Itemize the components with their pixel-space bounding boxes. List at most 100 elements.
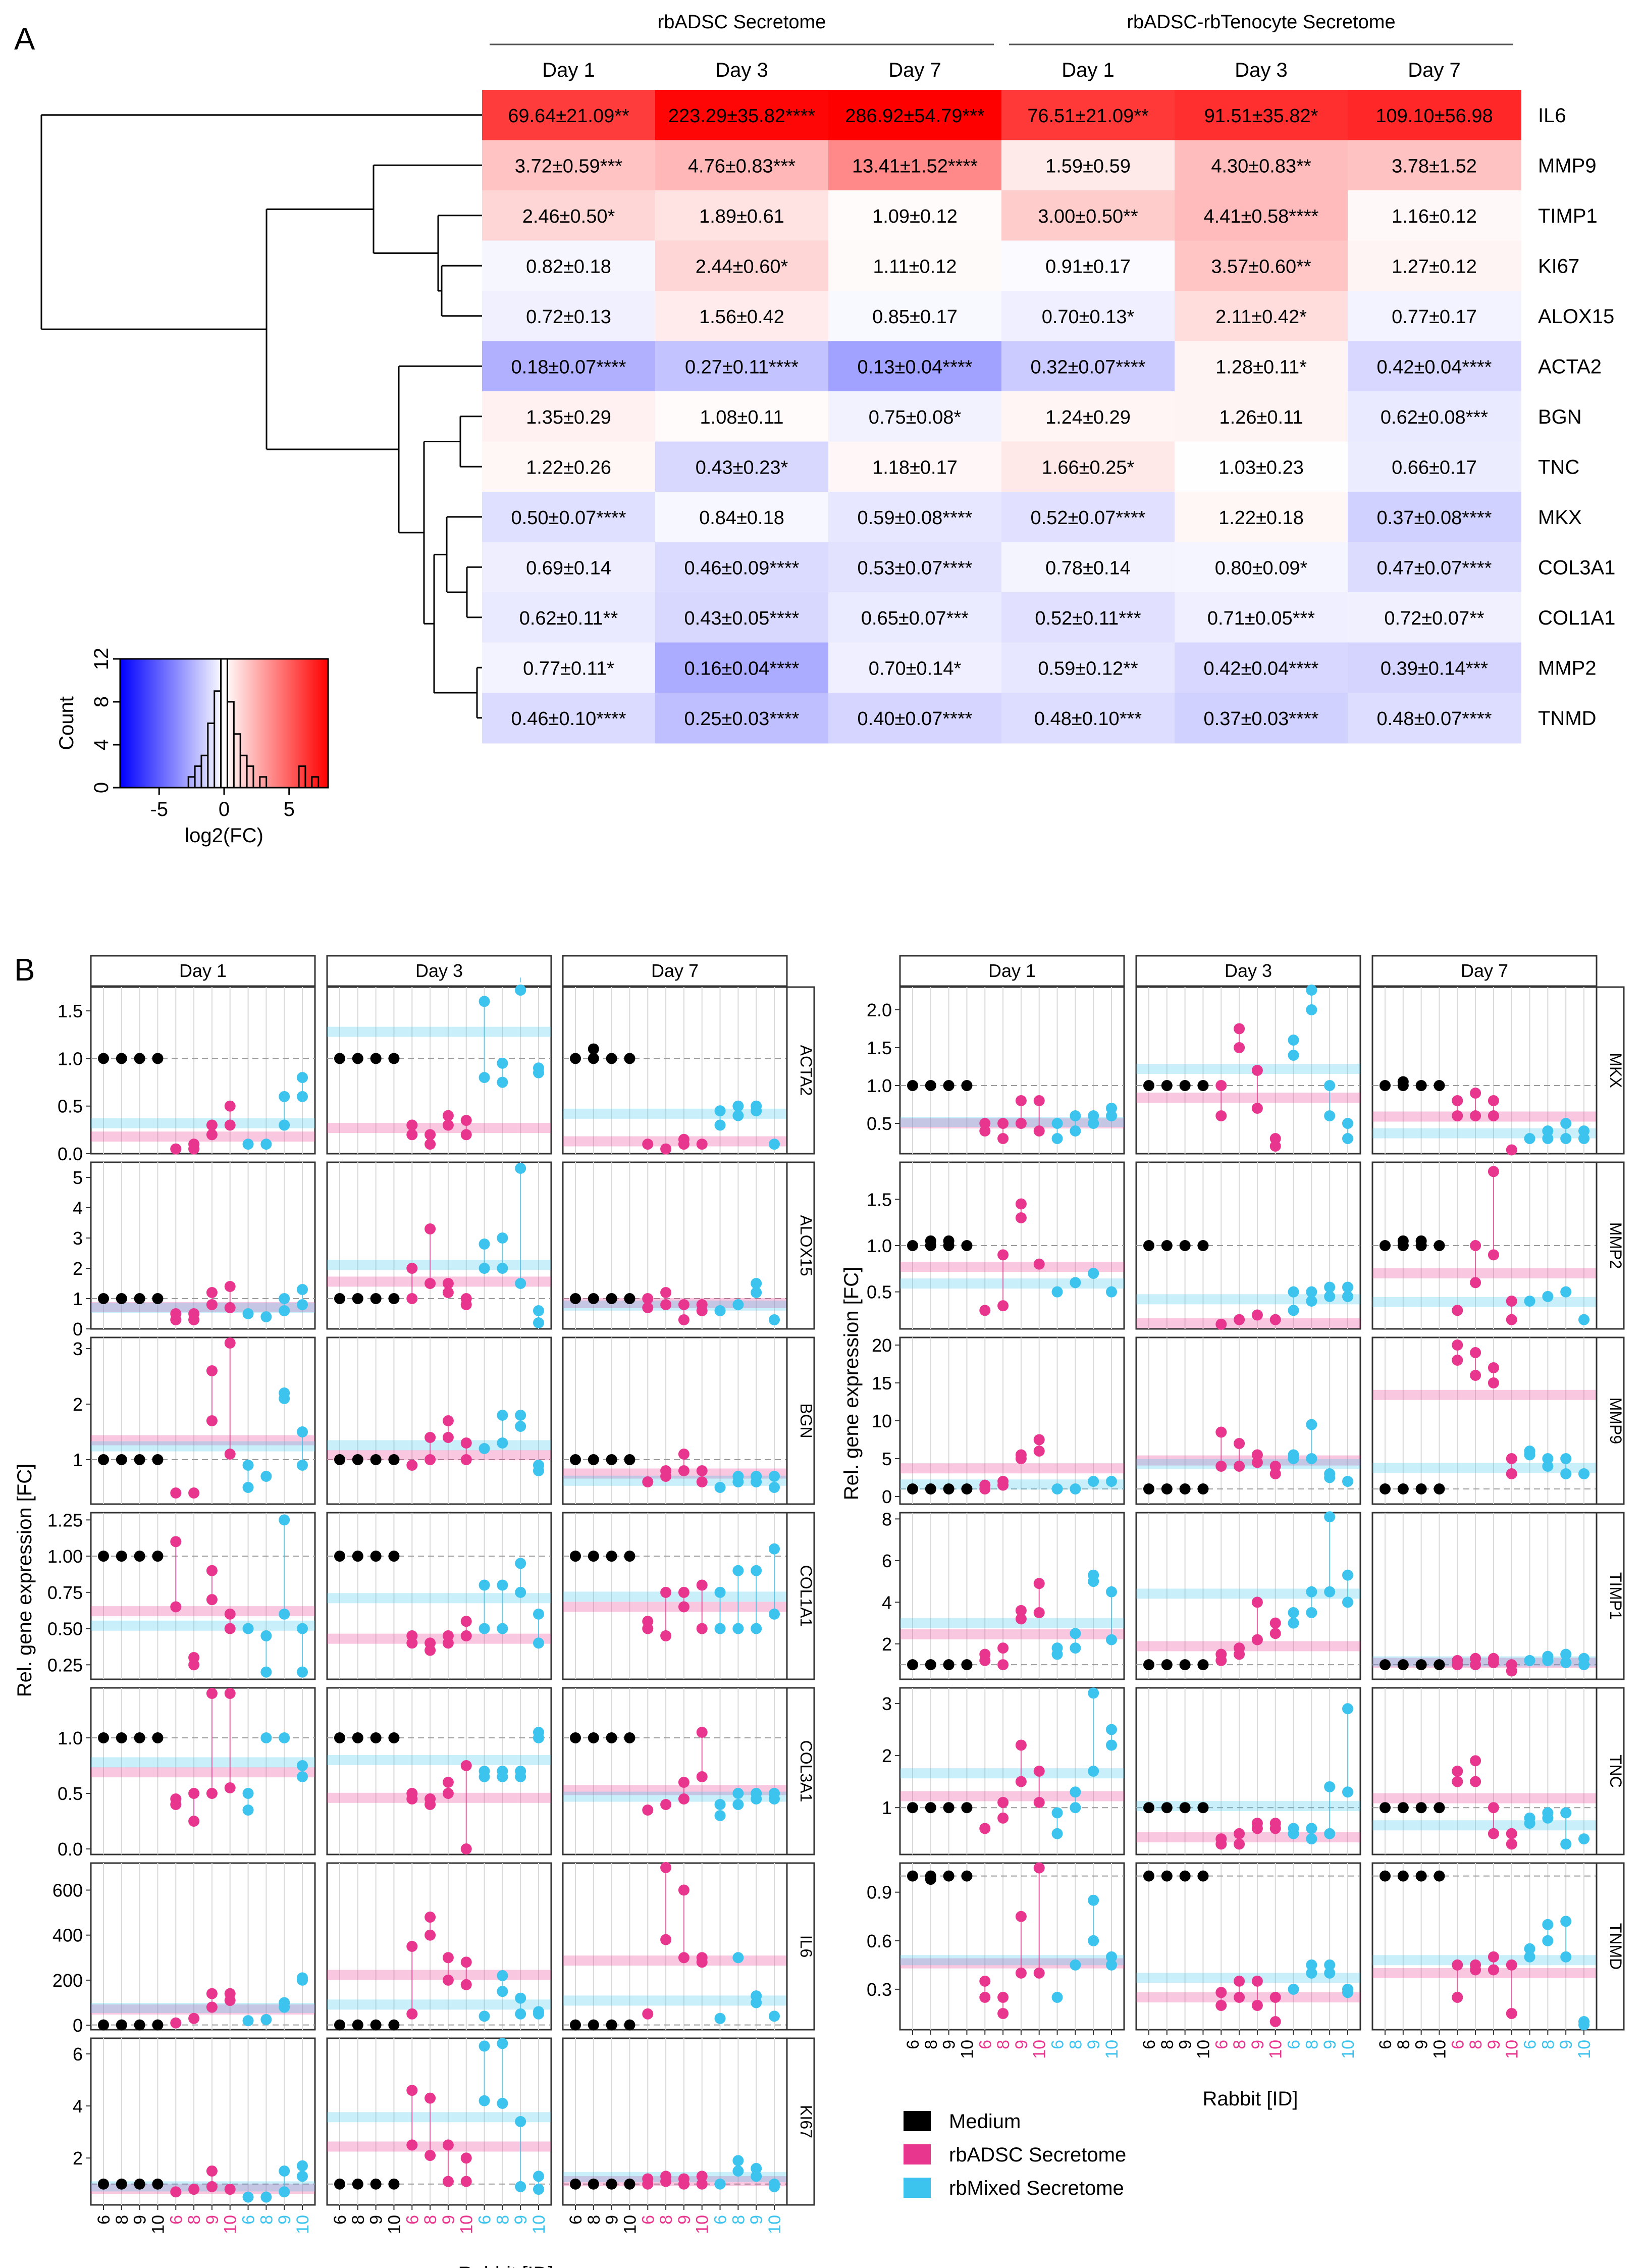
y-tick-label-left-acta2-day-1-2: 0.5: [58, 1096, 83, 1117]
point-left-alox15-day-7-8-2: [696, 1299, 708, 1310]
mean-band-left-acta2-day-3-rbmixed: [327, 1026, 551, 1037]
point-left-bgn-day-7-8-2: [696, 1465, 708, 1476]
heatmap-cell-mmp2-3: [828, 642, 1002, 693]
point-right-mmp2-day-1-7-2: [1015, 1198, 1027, 1210]
point-right-tnmd-day-1-7-2: [1015, 1911, 1027, 1922]
point-right-mmp9-day-3-1-1: [1143, 1483, 1154, 1494]
point-left-bgn-day-3-3-1: [370, 1454, 382, 1465]
gene-strip-label-right-mmp9: MMP9: [1607, 1398, 1625, 1444]
point-left-bgn-day-7-7-1: [678, 1465, 690, 1476]
cell-value-col1a1-6: 0.72±0.07**: [1384, 608, 1484, 629]
x-tick-label-right-2-11: 9: [1320, 2040, 1340, 2049]
point-right-mmp2-day-3-12-1: [1342, 1291, 1353, 1302]
point-right-mkx-day-1-9-1: [1051, 1133, 1063, 1144]
point-right-tnc-day-1-11-1: [1088, 1766, 1099, 1777]
point-right-timp1-day-3-10-1: [1306, 1607, 1317, 1618]
facet-panel-left-alox15-day-7: [562, 1161, 788, 1330]
x-tick-label-left-1-6: 8: [185, 2215, 204, 2225]
heatmap-cell-mmp2-5: [1175, 642, 1348, 693]
point-left-acta2-day-1-1-1: [98, 1053, 109, 1064]
point-right-mmp9-day-3-11-2: [1324, 1468, 1336, 1479]
mean-band-left-ki67-day-3-rbadsc: [327, 2141, 551, 2152]
y-tick-label-left-acta2-day-1-4: 1.5: [58, 1001, 83, 1021]
point-right-tnmd-day-7-10-2: [1542, 1919, 1554, 1930]
point-left-il6-day-7-8-2: [696, 1952, 708, 1964]
point-left-col3a1-day-7-11-2: [751, 1788, 762, 1799]
facet-panel-right-tnmd-day-1: [899, 1862, 1125, 2031]
point-right-tnc-day-7-5-2: [1452, 1766, 1463, 1777]
point-right-tnmd-day-3-11-1: [1324, 1967, 1336, 1979]
point-right-mmp2-day-7-12-1: [1578, 1314, 1589, 1325]
left-strip-day-3: [326, 955, 552, 987]
point-right-tnmd-day-7-5-1: [1452, 1991, 1463, 2003]
point-left-il6-day-7-6-1: [660, 1934, 672, 1945]
heatmap-cell-ki67-1: [482, 240, 656, 291]
x-tick-label-left-1-2: 8: [113, 2215, 132, 2225]
heatmap-cell-mmp2-1: [482, 642, 656, 693]
heatmap-cell-timp1-1: [482, 190, 656, 241]
point-left-il6-day-1-4-1: [152, 2019, 164, 2031]
point-right-mmp2-day-7-2-2: [1397, 1235, 1409, 1247]
heatmap-cell-alox15-6: [1348, 291, 1521, 342]
y-tick-label-left-alox15-day-1-6: 5: [73, 1167, 83, 1188]
point-right-tnc-day-3-4-1: [1197, 1802, 1209, 1814]
point-right-mkx-day-3-9-1: [1288, 1050, 1299, 1061]
mean-band-left-alox15-day-7-rbadsc: [563, 1298, 787, 1308]
facet-panel-right-mmp9-day-7: [1371, 1336, 1598, 1505]
point-right-timp1-day-1-12-1: [1106, 1634, 1117, 1645]
point-right-tnc-day-7-9-2: [1524, 1812, 1535, 1824]
heatmap-cell-mmp9-1: [482, 140, 656, 191]
x-tick-label-right-3-6: 8: [1466, 2040, 1486, 2049]
point-left-bgn-day-1-4-1: [152, 1454, 164, 1465]
facet-panel-right-timp1-day-7: [1371, 1512, 1598, 1680]
point-left-col1a1-day-7-9-2: [714, 1586, 726, 1598]
point-left-alox15-day-7-9-1: [714, 1305, 726, 1316]
point-right-mmp2-day-7-4-1: [1434, 1240, 1445, 1251]
point-right-tnc-day-3-12-1: [1342, 1786, 1353, 1798]
mean-band-left-acta2-day-7-rbadsc: [563, 1136, 787, 1147]
point-left-ki67-day-1-9-1: [242, 2191, 254, 2203]
point-left-ki67-day-7-10-1: [732, 2165, 744, 2177]
y-tick-label-left-bgn-day-1-2: 2: [73, 1394, 83, 1415]
point-left-il6-day-7-9-1: [714, 2013, 726, 2024]
point-left-ki67-day-1-12-2: [297, 2160, 308, 2172]
cell-value-il6-1: 69.64±21.09**: [508, 106, 629, 127]
mean-band-left-ki67-day-7-rbmixed: [563, 2172, 787, 2182]
point-right-tnc-day-3-5-2: [1215, 1833, 1227, 1845]
point-left-col1a1-day-7-3-1: [606, 1551, 617, 1562]
point-left-col1a1-day-1-2-1: [116, 1551, 127, 1562]
mean-band-left-acta2-day-1-rbmixed: [91, 1118, 315, 1128]
point-left-bgn-day-1-12-1: [297, 1460, 308, 1471]
gene-strip-label-left-bgn: BGN: [797, 1403, 815, 1438]
cell-value-alox15-1: 0.72±0.13: [526, 306, 611, 328]
point-left-alox15-day-7-1-1: [570, 1293, 581, 1304]
point-right-mmp9-day-3-10-2: [1306, 1419, 1317, 1430]
point-right-mmp2-day-1-1-1: [907, 1240, 918, 1251]
row-label-mkx: MKX: [1538, 506, 1582, 529]
point-right-mmp2-day-7-8-2: [1506, 1296, 1517, 1307]
point-left-bgn-day-3-7-1: [442, 1432, 454, 1443]
heatmap-cell-tnc-4: [1001, 441, 1175, 492]
point-left-col1a1-day-3-3-1: [370, 1551, 382, 1562]
point-left-il6-day-3-4-1: [388, 2019, 400, 2031]
point-left-col3a1-day-1-2-1: [116, 1732, 127, 1743]
point-right-mmp9-day-7-7-2: [1488, 1362, 1499, 1373]
point-right-mmp9-day-7-6-2: [1470, 1347, 1481, 1358]
heatmap-cell-acta2-2: [655, 341, 829, 392]
point-left-il6-day-7-12-1: [769, 2011, 780, 2022]
point-left-bgn-day-1-6-1: [188, 1487, 200, 1499]
x-tick-label-left-3-11: 9: [747, 2215, 766, 2225]
row-label-mmp9: MMP9: [1538, 154, 1597, 177]
point-right-tnc-day-7-5-1: [1452, 1776, 1463, 1787]
x-tick-label-left-2-4: 10: [385, 2215, 404, 2234]
point-right-tnc-day-7-3-1: [1415, 1802, 1427, 1814]
mean-band-right-mkx-day-3-rbadsc: [1136, 1093, 1360, 1103]
point-left-acta2-day-7-5-1: [642, 1139, 654, 1150]
point-left-bgn-day-7-9-1: [714, 1482, 726, 1493]
facet-panel-left-col3a1-day-7: [562, 1687, 788, 1855]
point-left-il6-day-1-9-1: [242, 2015, 254, 2027]
facet-panel-left-alox15-day-1: [90, 1161, 316, 1330]
point-right-timp1-day-1-8-1: [1033, 1607, 1045, 1618]
mean-band-left-bgn-day-3-rbadsc: [327, 1450, 551, 1461]
mean-band-left-bgn-day-3-rbmixed: [327, 1440, 551, 1451]
